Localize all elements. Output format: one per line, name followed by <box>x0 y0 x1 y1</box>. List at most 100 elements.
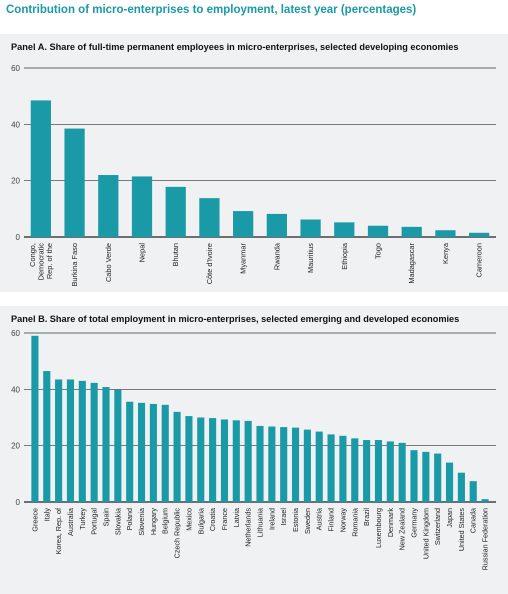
bar-b-37 <box>469 481 477 502</box>
bar-a-0 <box>30 100 51 238</box>
category-label: Madagascar <box>407 242 416 283</box>
category-label: Hungary <box>149 508 158 536</box>
category-label: Luxembourg <box>374 508 383 548</box>
bar-b-0 <box>31 335 39 502</box>
category-label: Switzerland <box>433 508 442 545</box>
y-tick-label: 60 <box>11 64 20 73</box>
category-label: Mauritius <box>306 243 315 273</box>
category-label: Ireland <box>267 508 276 530</box>
y-tick-label: 0 <box>16 498 21 507</box>
category-label: Czech Republic <box>173 508 182 559</box>
bar-b-36 <box>457 472 465 502</box>
category-label: Burkina Faso <box>70 243 79 287</box>
category-label: United Kingdom <box>421 508 430 559</box>
category-label: Sweden <box>303 508 312 534</box>
bar-b-9 <box>137 402 146 502</box>
category-label: Korea, Rep. of <box>54 508 63 554</box>
bar-b-21 <box>280 427 288 502</box>
bar-b-8 <box>126 401 134 502</box>
bar-a-7 <box>266 213 287 237</box>
bar-b-6 <box>102 387 110 502</box>
category-label: Spain <box>102 508 111 526</box>
category-label: Italy <box>42 508 51 522</box>
bar-b-22 <box>291 427 300 502</box>
category-label: Romania <box>350 508 359 537</box>
bar-b-14 <box>197 417 205 502</box>
bar-a-1 <box>64 128 85 237</box>
bar-b-23 <box>303 429 311 502</box>
category-label: Myanmar <box>239 242 248 273</box>
category-label: Kenya <box>441 242 450 264</box>
category-label: Russian Federation <box>481 508 490 570</box>
category-label: Japan <box>445 508 454 528</box>
bar-b-1 <box>43 371 51 502</box>
category-label: Congo, <box>28 243 37 267</box>
bar-b-26 <box>339 435 347 502</box>
bar-a-9 <box>334 222 355 237</box>
bar-a-2 <box>98 175 119 237</box>
bar-b-13 <box>185 416 193 502</box>
bar-b-29 <box>374 440 383 502</box>
category-label: Croatia <box>208 508 217 531</box>
figure-title: Contribution of micro-enterprises to emp… <box>6 4 417 16</box>
bar-b-34 <box>434 453 442 502</box>
panel-b: Panel B. Share of total employment in mi… <box>0 306 508 594</box>
bar-b-7 <box>114 389 122 502</box>
panel-a-title: Panel A. Share of full-time permanent em… <box>11 42 459 52</box>
category-label: Côte d'Ivoire <box>205 243 214 284</box>
category-label: Slovenia <box>137 508 146 536</box>
bar-b-31 <box>398 442 406 502</box>
category-label: Bulgaria <box>196 508 205 534</box>
y-tick-label: 20 <box>11 177 20 186</box>
bar-b-3 <box>66 379 75 502</box>
category-label: Canada <box>469 508 478 533</box>
category-label: Estonia <box>291 508 300 532</box>
category-label: Finland <box>327 508 336 532</box>
category-label: Cabo Verde <box>104 243 113 282</box>
bar-a-12 <box>435 230 456 237</box>
bar-b-4 <box>78 380 86 502</box>
category-label: Democratic <box>36 243 45 281</box>
y-tick-label: 60 <box>11 329 20 338</box>
bar-b-38 <box>481 499 489 502</box>
category-label: Togo <box>374 243 383 259</box>
bar-b-17 <box>232 420 240 502</box>
panel-b-chart: 0 20 40 60 Greece Italy Korea, Rep. of Australi… <box>11 329 496 570</box>
category-label: Mexico <box>184 508 193 531</box>
y-tick-label: 40 <box>11 120 20 129</box>
panel-a: Panel A. Share of full-time permanent em… <box>0 34 508 292</box>
bar-b-33 <box>422 451 430 502</box>
y-tick-label: 20 <box>11 442 20 451</box>
bar-b-35 <box>445 462 454 502</box>
category-label: Netherlands <box>244 508 253 547</box>
bar-a-8 <box>300 219 321 237</box>
category-label: Slovakia <box>113 508 122 535</box>
category-label: Germany <box>410 508 419 538</box>
panel-a-chart: 0 20 40 60 Congo, Democratic Rep. of the Burkin… <box>11 64 496 287</box>
category-label: Nepal <box>138 243 147 263</box>
y-tick-label: 40 <box>11 385 20 394</box>
bar-b-28 <box>363 440 371 502</box>
category-label: Israel <box>279 508 288 526</box>
category-label: United States <box>457 508 466 552</box>
bar-a-3 <box>131 176 153 237</box>
bar-b-18 <box>244 420 252 502</box>
category-label: New Zealand <box>398 508 407 550</box>
bar-b-10 <box>149 403 157 502</box>
y-tick-label: 0 <box>16 233 21 242</box>
bar-a-6 <box>233 211 254 237</box>
category-label: Rep. of the <box>45 243 54 279</box>
category-label: Denmark <box>386 508 395 538</box>
category-label: Australia <box>66 508 75 536</box>
category-label: Brazil <box>362 508 371 526</box>
bar-b-27 <box>351 438 359 502</box>
bar-b-30 <box>386 441 394 502</box>
category-label: Turkey <box>78 508 87 530</box>
category-label: Greece <box>30 508 39 532</box>
bar-b-25 <box>327 434 335 502</box>
category-label: Cameroon <box>475 243 484 278</box>
category-label: Belgium <box>161 508 170 534</box>
bar-a-13 <box>469 232 490 237</box>
bar-b-5 <box>90 382 98 502</box>
panel-b-title: Panel B. Share of total employment in mi… <box>11 314 460 324</box>
